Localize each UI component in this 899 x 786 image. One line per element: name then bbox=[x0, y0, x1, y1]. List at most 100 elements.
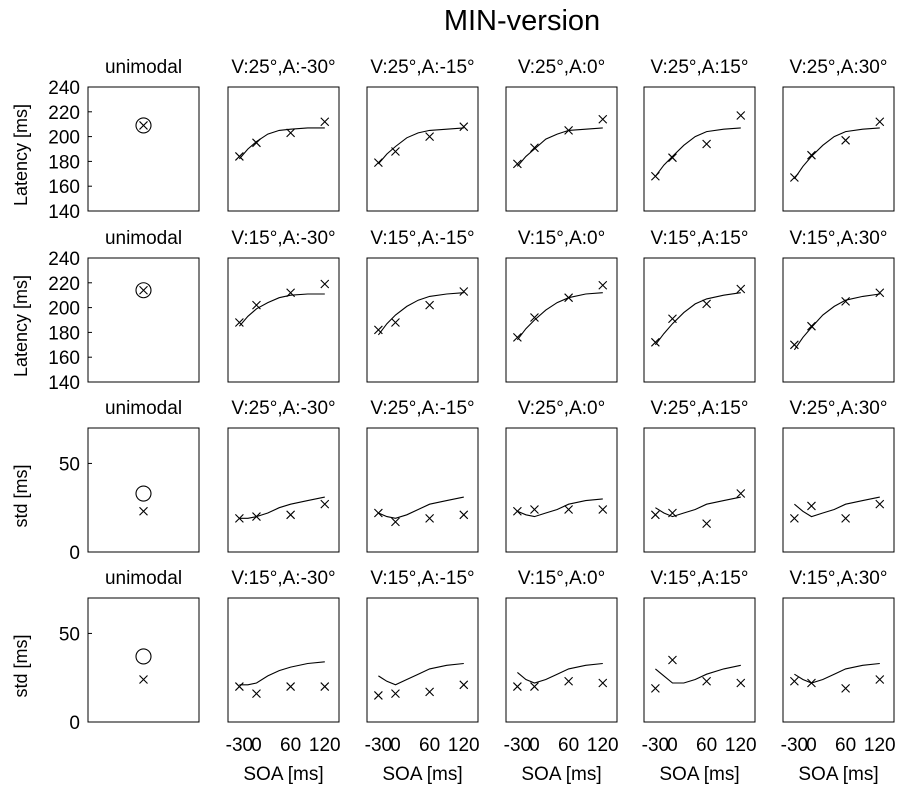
x-tick-label: 120 bbox=[448, 735, 480, 756]
panel-frame bbox=[87, 427, 200, 553]
observed-point bbox=[459, 122, 469, 132]
observed-point bbox=[668, 153, 677, 163]
panel-title: V:15°,A:0° bbox=[518, 228, 605, 249]
unimodal-circle-marker bbox=[135, 485, 152, 502]
panel-title: V:15°,A:-30° bbox=[231, 568, 335, 589]
panel-frame bbox=[366, 427, 479, 553]
y-tick-label: 50 bbox=[59, 624, 80, 645]
x-tick-label: 60 bbox=[835, 735, 856, 756]
observed-point bbox=[598, 678, 608, 688]
observed-point bbox=[391, 689, 400, 699]
x-tick-label: 120 bbox=[864, 735, 896, 756]
observed-point bbox=[702, 299, 712, 309]
y-tick-label: 160 bbox=[48, 177, 80, 198]
panel-title: V:15°,A:15° bbox=[651, 228, 749, 249]
observed-point bbox=[286, 510, 296, 520]
y-tick-label: 240 bbox=[48, 249, 80, 270]
x-tick-label: 0 bbox=[806, 735, 817, 756]
x-tick-label: 60 bbox=[280, 735, 301, 756]
panel-title: V:15°,A:-15° bbox=[370, 228, 474, 249]
observed-point bbox=[530, 505, 539, 514]
model-fit-line bbox=[793, 293, 880, 351]
panel-frame bbox=[227, 257, 340, 383]
observed-point bbox=[736, 111, 746, 120]
panel-frame bbox=[782, 86, 895, 212]
model-fit-line bbox=[517, 498, 603, 518]
y-axis-label: Latency [ms] bbox=[11, 275, 31, 377]
observed-point bbox=[789, 513, 799, 523]
observed-point bbox=[807, 501, 816, 511]
observed-point bbox=[564, 505, 574, 514]
model-fit-line bbox=[655, 664, 741, 684]
observed-point bbox=[530, 313, 539, 322]
observed-point bbox=[789, 340, 799, 350]
panel-title: V:15°,A:-30° bbox=[231, 228, 335, 249]
model-fit-line bbox=[655, 496, 741, 518]
panel-title: V:25°,A:-15° bbox=[370, 398, 474, 419]
observed-point bbox=[234, 318, 244, 327]
y-axis-label: std [ms] bbox=[11, 634, 31, 697]
observed-point bbox=[875, 117, 885, 127]
observed-point bbox=[668, 655, 677, 665]
panel-frame bbox=[505, 257, 618, 383]
observed-point bbox=[841, 683, 851, 693]
y-tick-label: 180 bbox=[48, 152, 80, 173]
observed-point bbox=[598, 114, 608, 124]
x-tick-label: 60 bbox=[696, 735, 717, 756]
panel-frame bbox=[643, 257, 756, 383]
panel-frame bbox=[505, 86, 618, 212]
observed-point bbox=[459, 510, 469, 520]
panel-grid: Latency [ms] 140 160 180 200 220 240 unimodal V:… bbox=[11, 57, 896, 785]
panel-frame bbox=[782, 427, 895, 553]
panel-frame bbox=[366, 597, 479, 723]
model-fit-line bbox=[794, 662, 880, 684]
observed-point bbox=[530, 143, 539, 153]
model-fit-line bbox=[238, 293, 325, 327]
observed-point bbox=[459, 287, 469, 296]
unimodal-circle-marker bbox=[135, 282, 152, 299]
y-axis-label: std [ms] bbox=[11, 464, 31, 527]
observed-point bbox=[373, 508, 383, 518]
panel-frame bbox=[227, 86, 340, 212]
model-fit-line bbox=[239, 496, 325, 519]
observed-point bbox=[512, 506, 522, 516]
observed-point bbox=[234, 513, 244, 523]
x-tick-label: 60 bbox=[419, 735, 440, 756]
x-tick-label: 120 bbox=[309, 735, 341, 756]
observed-point bbox=[320, 279, 330, 289]
x-tick-label: 0 bbox=[251, 735, 262, 756]
observed-point bbox=[668, 508, 677, 518]
observed-point bbox=[425, 513, 435, 523]
observed-point bbox=[650, 171, 660, 181]
model-fit-line bbox=[516, 292, 603, 341]
model-fit-line bbox=[238, 127, 325, 160]
observed-point bbox=[736, 284, 746, 294]
observed-point bbox=[459, 680, 469, 690]
observed-point bbox=[650, 510, 660, 520]
x-axis-label: SOA [ms] bbox=[243, 764, 323, 785]
observed-point bbox=[234, 152, 244, 161]
observed-point bbox=[234, 682, 244, 691]
observed-point bbox=[564, 293, 574, 303]
panel-frame bbox=[366, 257, 479, 383]
y-tick-label: 140 bbox=[48, 202, 80, 223]
observed-point bbox=[564, 676, 574, 686]
observed-point bbox=[789, 173, 799, 182]
x-tick-label: 120 bbox=[587, 735, 619, 756]
observed-point bbox=[373, 325, 383, 335]
y-axis-label: Latency [ms] bbox=[11, 104, 31, 206]
y-tick-label: 200 bbox=[48, 299, 80, 320]
panel-title: V:25°,A:15° bbox=[651, 398, 749, 419]
observed-point bbox=[425, 687, 435, 697]
observed-point bbox=[702, 676, 712, 686]
observed-point bbox=[391, 318, 400, 327]
x-axis-label: SOA [ms] bbox=[798, 764, 878, 785]
panel-title: V:25°,A:30° bbox=[790, 398, 888, 419]
observed-point bbox=[598, 505, 608, 514]
y-tick-label: 160 bbox=[48, 348, 80, 369]
observed-point bbox=[807, 321, 816, 331]
y-tick-label: 50 bbox=[59, 454, 80, 475]
panel-frame bbox=[227, 427, 340, 553]
x-tick-label: -30 bbox=[642, 735, 669, 756]
x-tick-label: 0 bbox=[529, 735, 540, 756]
